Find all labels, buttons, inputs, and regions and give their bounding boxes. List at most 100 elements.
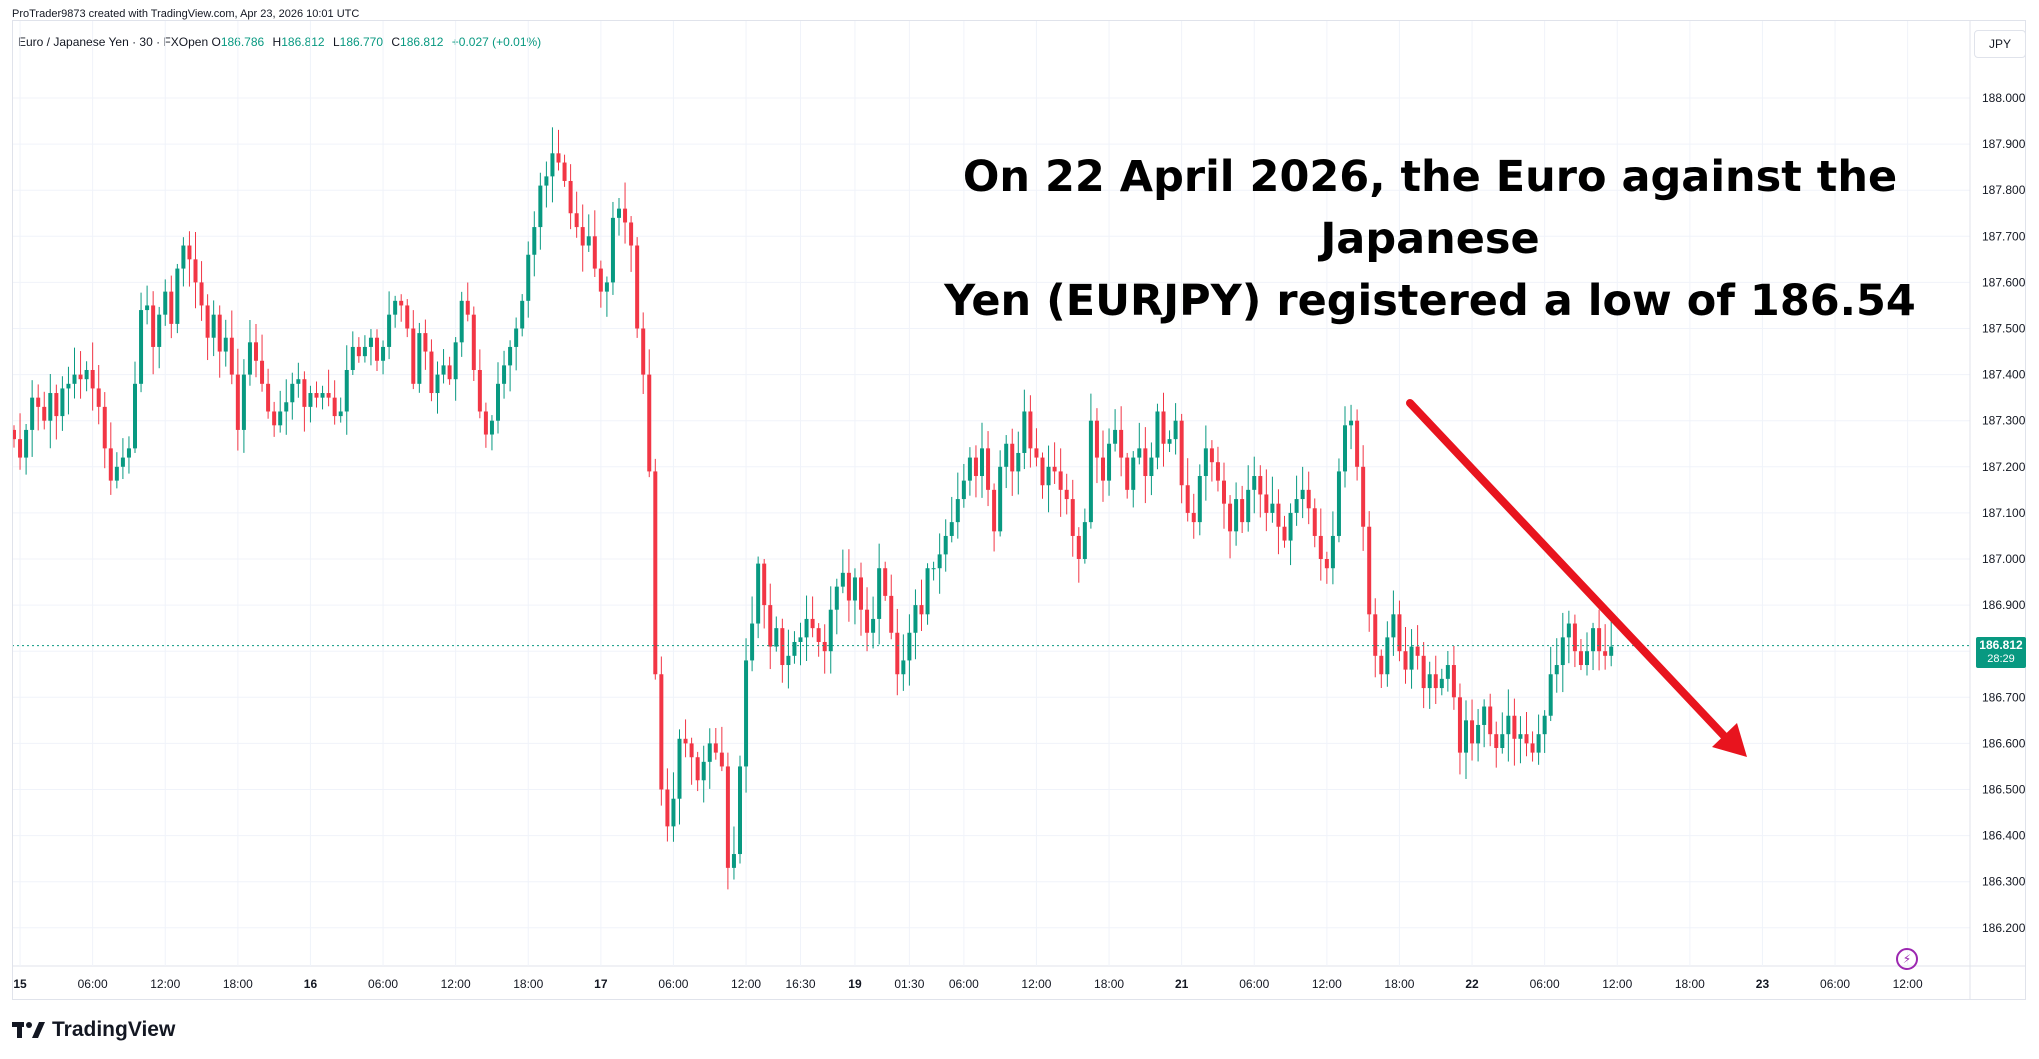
candle-body [840,572,845,587]
tradingview-logo-icon [12,1022,45,1038]
candle-body [1161,411,1166,444]
candle-body [731,854,736,868]
candle-body [1094,420,1099,458]
candle-body [1397,614,1402,652]
candle-body [489,420,494,435]
candle-body [151,305,156,347]
candle-body [375,337,379,361]
symbol-title[interactable]: Euro / Japanese Yen · 30 · FXOpen [18,35,209,49]
candle-body [308,393,313,407]
symbol-legend: Euro / Japanese Yen · 30 · FXOpen O186.7… [18,35,546,49]
candle-body [217,314,222,352]
x-tick-label: 17 [594,977,608,991]
candle-body [1197,476,1202,523]
candle-body [1457,697,1462,753]
x-tick-label: 12:00 [1893,977,1923,991]
candle-body [72,374,77,384]
candle-body [1591,628,1596,652]
candle-body [1088,420,1093,523]
candle-body [483,411,488,435]
candle-body [1415,646,1420,656]
y-tick-label: 186.900 [1982,598,2026,612]
candle-body [247,342,252,375]
annotation-text: On 22 April 2026, the Euro against the J… [880,146,1980,332]
candle-body [1246,489,1251,523]
candle-body [96,388,101,407]
open-label: O [211,35,221,49]
candle-body [260,360,265,384]
high-label: H [272,35,282,49]
candle-body [508,346,513,366]
y-tick-label: 187.000 [1982,552,2026,566]
candle-body [659,674,664,790]
y-tick-label: 186.600 [1982,736,2026,750]
lightning-icon[interactable]: ⚡ [1896,948,1918,970]
candle-body [120,457,125,467]
candle-body [623,208,628,223]
x-tick-label: 06:00 [1820,977,1850,991]
high-value: 186.812 [281,35,325,49]
candle-body [1500,734,1505,749]
candle-body [1046,466,1051,486]
x-tick-label: 16:30 [785,977,815,991]
candle-body [1355,420,1360,467]
candle-body [181,245,186,269]
y-tick-label: 187.200 [1982,460,2026,474]
candle-body [852,577,857,601]
candle-body [1512,715,1517,739]
candle-body [399,300,404,306]
open-value: 186.786 [220,35,265,49]
candle-body [816,628,821,642]
candle-body [1004,443,1009,467]
candle-body [907,632,912,661]
candle-body [1566,623,1571,638]
candle-body [163,291,168,315]
trend-arrow-head [1712,723,1747,757]
candle-body [562,162,567,181]
y-tick-label: 187.900 [1982,137,2026,151]
candle-body [1585,651,1589,666]
candle-body [992,489,997,532]
candle-body [1070,499,1075,536]
candle-body [459,300,464,343]
candle-body [1476,724,1481,744]
candle-body [804,618,809,638]
candle-body [514,328,519,347]
candle-body [1137,448,1142,458]
candle-body [1252,476,1257,490]
candle-body [441,365,446,375]
candle-body [381,346,386,361]
candle-body [350,346,355,370]
tradingview-logo[interactable]: TradingView [12,1018,175,1042]
candle-body [90,369,95,389]
candle-body [768,605,773,647]
candle-body [937,554,942,569]
close-value: 186.812 [400,35,444,49]
candle-body [393,300,398,315]
x-tick-label: 18:00 [223,977,253,991]
candle-body [1445,665,1450,679]
x-tick-label: 06:00 [368,977,398,991]
candle-body [1560,637,1565,666]
candle-body [356,346,361,357]
candle-body [30,397,35,430]
candle-body [986,448,991,490]
candle-body [229,337,234,375]
candle-body [598,268,603,292]
candle-body [1403,651,1408,670]
x-tick-label: 12:00 [441,977,471,991]
candle-body [133,383,137,449]
candle-body [1028,411,1033,449]
candle-body [338,411,343,417]
x-tick-label: 12:00 [1312,977,1342,991]
candle-body [235,374,240,430]
candle-body [368,337,373,347]
candle-body [586,236,591,246]
candle-body [1578,651,1583,666]
candle-body [496,383,500,421]
brand-label: TradingView [52,1018,176,1041]
candle-body [1125,457,1130,490]
x-tick-label: 18:00 [1094,977,1124,991]
annotation-line-1: On 22 April 2026, the Euro against the J… [962,152,1898,264]
